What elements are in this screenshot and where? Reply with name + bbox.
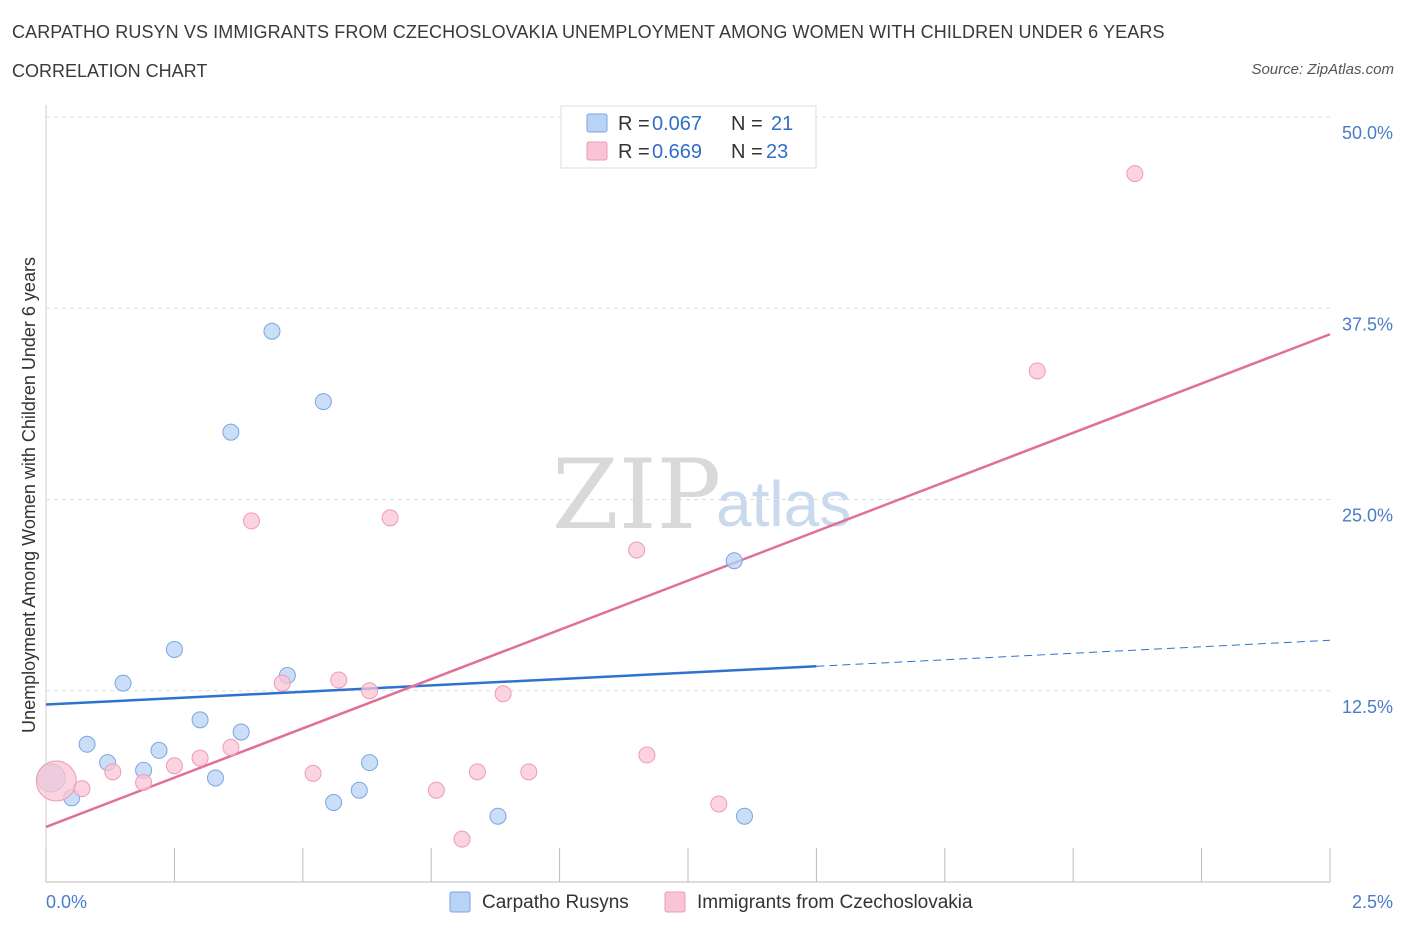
- point-immigrants-czechoslovakia: [468, 763, 486, 781]
- legend-n-value-2: 23: [766, 141, 788, 163]
- y-axis-title: Unemployment Among Women with Children U…: [19, 257, 39, 733]
- point-immigrants-czechoslovakia: [1028, 362, 1046, 380]
- legend-r-value-1: 0.067: [652, 113, 702, 135]
- point-immigrants-czechoslovakia: [304, 764, 322, 782]
- series-legend-label-blue: Carpatho Rusyns: [482, 892, 629, 913]
- point-carpatho-rusyns: [232, 723, 250, 741]
- trendline-immigrants-czechoslovakia: [45, 333, 1331, 829]
- point-immigrants-czechoslovakia: [1126, 165, 1144, 183]
- point-immigrants-czechoslovakia: [35, 760, 77, 802]
- point-immigrants-czechoslovakia: [330, 671, 348, 689]
- point-carpatho-rusyns: [191, 711, 209, 729]
- point-layer: [35, 165, 1144, 848]
- point-immigrants-czechoslovakia: [73, 780, 91, 798]
- point-carpatho-rusyns: [735, 807, 753, 825]
- legend-r-value-2: 0.669: [652, 141, 702, 163]
- legend-n-label-2: N =: [731, 141, 763, 163]
- point-carpatho-rusyns: [725, 552, 743, 570]
- x-tick-label-min: 0.0%: [46, 892, 87, 912]
- legend-swatch-pink: [586, 141, 608, 161]
- point-immigrants-czechoslovakia: [710, 795, 728, 813]
- point-immigrants-czechoslovakia: [191, 749, 209, 767]
- point-immigrants-czechoslovakia: [104, 763, 122, 781]
- point-immigrants-czechoslovakia: [628, 541, 646, 559]
- trendline-carpatho-rusyns: [45, 665, 817, 706]
- axis-layer: 12.5% 25.0% 37.5% 50.0%: [45, 105, 1393, 883]
- point-immigrants-czechoslovakia: [361, 682, 379, 700]
- point-carpatho-rusyns: [350, 781, 368, 799]
- legend-n-label-1: N =: [731, 113, 763, 135]
- point-carpatho-rusyns: [78, 735, 96, 753]
- trend-layer: [45, 333, 1331, 829]
- point-immigrants-czechoslovakia: [638, 746, 656, 764]
- y-tick-label: 12.5%: [1342, 697, 1393, 717]
- point-carpatho-rusyns: [165, 640, 183, 658]
- legend-n-value-1: 21: [771, 113, 793, 135]
- point-immigrants-czechoslovakia: [165, 757, 183, 775]
- point-immigrants-czechoslovakia: [520, 763, 538, 781]
- point-carpatho-rusyns: [206, 769, 224, 787]
- point-immigrants-czechoslovakia: [222, 738, 240, 756]
- point-immigrants-czechoslovakia: [453, 830, 471, 848]
- point-carpatho-rusyns: [222, 423, 240, 441]
- y-tick-label: 25.0%: [1342, 506, 1393, 526]
- point-immigrants-czechoslovakia: [494, 685, 512, 703]
- point-immigrants-czechoslovakia: [273, 674, 291, 692]
- series-legend-swatch-pink: [664, 891, 686, 913]
- point-immigrants-czechoslovakia: [135, 774, 153, 792]
- series-legend-label-pink: Immigrants from Czechoslovakia: [697, 892, 973, 913]
- y-tick-label: 50.0%: [1342, 123, 1393, 143]
- chart-title: CARPATHO RUSYN VS IMMIGRANTS FROM CZECHO…: [12, 22, 1165, 42]
- x-tick-label-max: 2.5%: [1352, 892, 1393, 912]
- legend-swatch-blue: [586, 113, 608, 133]
- source-credit: Source: ZipAtlas.com: [1251, 61, 1394, 78]
- watermark-atlas: atlas: [716, 468, 851, 540]
- chart-subtitle: CORRELATION CHART: [12, 61, 208, 81]
- point-carpatho-rusyns: [325, 793, 343, 811]
- point-carpatho-rusyns: [361, 754, 379, 772]
- point-immigrants-czechoslovakia: [242, 512, 260, 530]
- trendline-carpatho-rusyns-extension: [816, 639, 1331, 667]
- series-legend-swatch-blue: [449, 891, 471, 913]
- y-tick-label: 37.5%: [1342, 314, 1393, 334]
- legend-r-label-1: R =: [618, 113, 650, 135]
- point-carpatho-rusyns: [150, 741, 168, 759]
- grid-layer: [46, 116, 1330, 692]
- watermark-zip: ZIP: [552, 439, 721, 551]
- point-immigrants-czechoslovakia: [427, 781, 445, 799]
- correlation-legend: R = 0.067 N = 21 R = 0.669 N = 23: [560, 105, 817, 169]
- legend-r-label-2: R =: [618, 141, 650, 163]
- series-legend: Carpatho Rusyns Immigrants from Czechosl…: [449, 891, 973, 913]
- point-carpatho-rusyns: [263, 322, 281, 340]
- point-immigrants-czechoslovakia: [381, 509, 399, 527]
- point-carpatho-rusyns: [114, 674, 132, 692]
- point-carpatho-rusyns: [489, 807, 507, 825]
- point-carpatho-rusyns: [314, 393, 332, 411]
